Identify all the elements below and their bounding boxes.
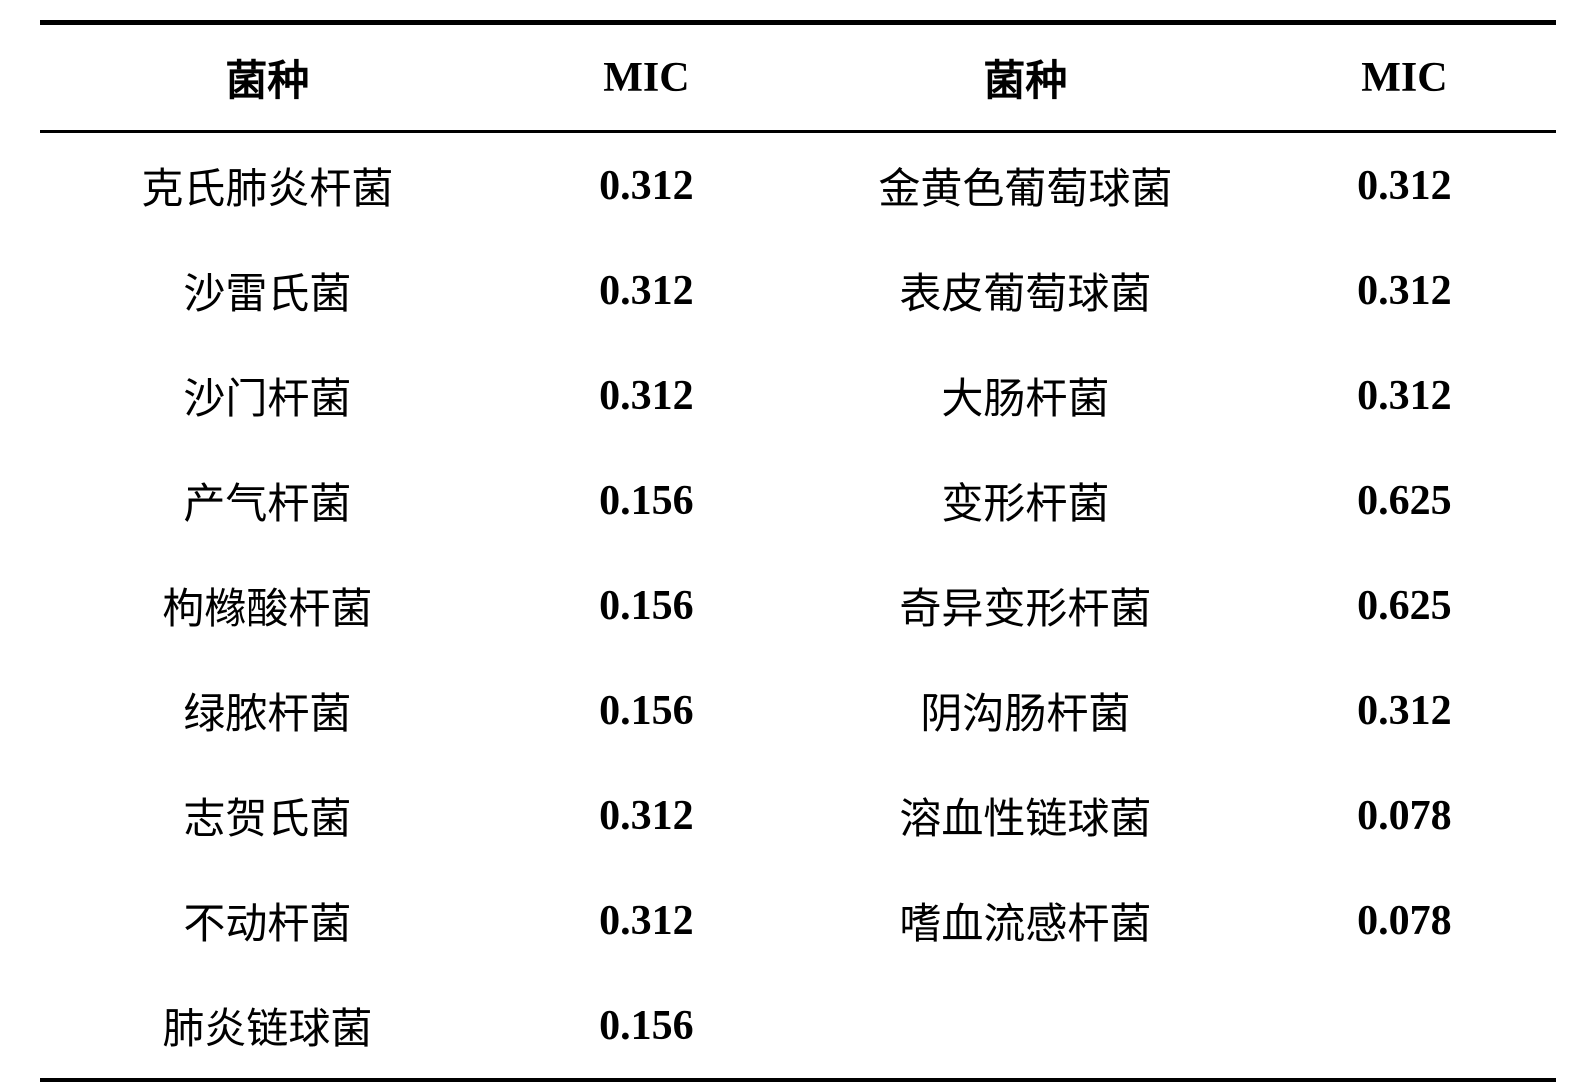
header-species-2: 菌种: [798, 23, 1253, 132]
cell-species: 嗜血流感杆菌: [798, 868, 1253, 973]
cell-species: 绿脓杆菌: [40, 658, 495, 763]
cell-species: 变形杆菌: [798, 448, 1253, 553]
cell-species: 溶血性链球菌: [798, 763, 1253, 868]
cell-species: 表皮葡萄球菌: [798, 238, 1253, 343]
table-row: 绿脓杆菌 0.156 阴沟肠杆菌 0.312: [40, 658, 1556, 763]
cell-mic: 0.078: [1253, 763, 1556, 868]
cell-mic: 0.312: [1253, 343, 1556, 448]
cell-mic: 0.078: [1253, 868, 1556, 973]
cell-mic: 0.625: [1253, 553, 1556, 658]
cell-mic: 0.312: [495, 238, 798, 343]
table-row: 枸橼酸杆菌 0.156 奇异变形杆菌 0.625: [40, 553, 1556, 658]
mic-data-table-container: 菌种 MIC 菌种 MIC 克氏肺炎杆菌 0.312 金黄色葡萄球菌 0.312…: [40, 20, 1556, 1082]
cell-species: 奇异变形杆菌: [798, 553, 1253, 658]
table-row: 产气杆菌 0.156 变形杆菌 0.625: [40, 448, 1556, 553]
cell-mic: 0.625: [1253, 448, 1556, 553]
cell-species: 大肠杆菌: [798, 343, 1253, 448]
cell-species: 肺炎链球菌: [40, 973, 495, 1080]
mic-data-table: 菌种 MIC 菌种 MIC 克氏肺炎杆菌 0.312 金黄色葡萄球菌 0.312…: [40, 20, 1556, 1082]
cell-mic: 0.312: [495, 343, 798, 448]
header-species-1: 菌种: [40, 23, 495, 132]
cell-species: 克氏肺炎杆菌: [40, 132, 495, 239]
table-row: 克氏肺炎杆菌 0.312 金黄色葡萄球菌 0.312: [40, 132, 1556, 239]
cell-mic: 0.312: [495, 763, 798, 868]
cell-species: [798, 973, 1253, 1080]
cell-mic: 0.312: [1253, 658, 1556, 763]
cell-mic: [1253, 973, 1556, 1080]
cell-species: 金黄色葡萄球菌: [798, 132, 1253, 239]
header-mic-1: MIC: [495, 23, 798, 132]
cell-species: 阴沟肠杆菌: [798, 658, 1253, 763]
cell-mic: 0.312: [1253, 132, 1556, 239]
cell-mic: 0.156: [495, 553, 798, 658]
header-mic-2: MIC: [1253, 23, 1556, 132]
table-header-row: 菌种 MIC 菌种 MIC: [40, 23, 1556, 132]
table-row: 沙雷氏菌 0.312 表皮葡萄球菌 0.312: [40, 238, 1556, 343]
cell-mic: 0.156: [495, 973, 798, 1080]
table-body: 克氏肺炎杆菌 0.312 金黄色葡萄球菌 0.312 沙雷氏菌 0.312 表皮…: [40, 132, 1556, 1081]
cell-species: 志贺氏菌: [40, 763, 495, 868]
cell-mic: 0.312: [495, 868, 798, 973]
cell-mic: 0.312: [1253, 238, 1556, 343]
table-row: 肺炎链球菌 0.156: [40, 973, 1556, 1080]
cell-species: 产气杆菌: [40, 448, 495, 553]
cell-species: 沙雷氏菌: [40, 238, 495, 343]
cell-species: 沙门杆菌: [40, 343, 495, 448]
table-row: 沙门杆菌 0.312 大肠杆菌 0.312: [40, 343, 1556, 448]
table-row: 志贺氏菌 0.312 溶血性链球菌 0.078: [40, 763, 1556, 868]
cell-mic: 0.156: [495, 448, 798, 553]
cell-mic: 0.312: [495, 132, 798, 239]
cell-species: 不动杆菌: [40, 868, 495, 973]
table-row: 不动杆菌 0.312 嗜血流感杆菌 0.078: [40, 868, 1556, 973]
cell-species: 枸橼酸杆菌: [40, 553, 495, 658]
cell-mic: 0.156: [495, 658, 798, 763]
